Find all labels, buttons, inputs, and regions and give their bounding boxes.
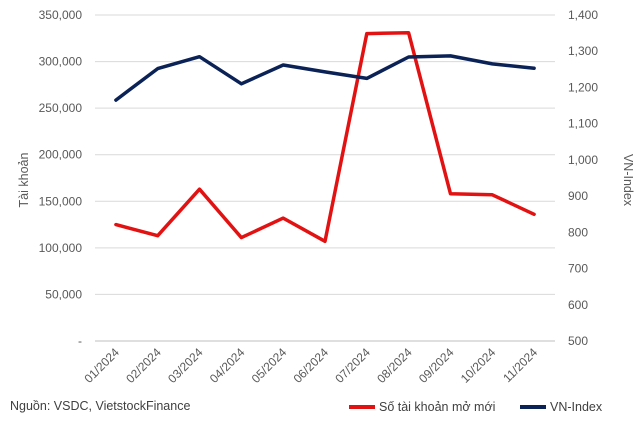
x-tick-label: 02/2024 — [123, 345, 164, 386]
x-tick-label: 04/2024 — [207, 345, 248, 386]
right-tick-label: 1,400 — [568, 8, 598, 22]
left-tick-label: 150,000 — [39, 194, 83, 208]
x-axis-ticks: 01/2024 02/2024 03/2024 04/2024 05/2024 06/20… — [81, 340, 555, 386]
right-axis-title: VN-Index — [621, 154, 635, 207]
left-tick-label: 50,000 — [45, 287, 82, 301]
right-tick-label: 600 — [568, 298, 588, 312]
left-axis-title: Tài khoản — [17, 153, 31, 208]
left-axis-ticks: - 50,000 100,000 150,000 200,000 250,000 300,0… — [39, 8, 83, 348]
series-line-accounts — [114, 30, 536, 244]
right-tick-label: 1,000 — [568, 153, 598, 167]
right-tick-label: 1,200 — [568, 80, 598, 94]
legend-item-accounts: Số tài khoản mở mới — [349, 400, 495, 414]
left-tick-label: 200,000 — [39, 148, 83, 162]
x-tick-label: 08/2024 — [374, 345, 415, 386]
right-tick-label: 700 — [568, 262, 588, 276]
right-tick-label: 900 — [568, 189, 588, 203]
legend-label-vnindex: VN-Index — [550, 400, 603, 414]
right-axis-ticks: 500 600 700 800 900 1,000 1,100 1,200 1,300 1,400 — [568, 8, 598, 348]
x-tick-label: 03/2024 — [165, 345, 206, 386]
gridlines — [95, 14, 555, 342]
right-tick-label: 1,100 — [568, 117, 598, 131]
legend-label-accounts: Số tài khoản mở mới — [379, 400, 496, 414]
left-tick-label: - — [78, 334, 82, 348]
source-note: Nguồn: VSDC, VietstockFinance — [10, 399, 191, 413]
left-tick-label: 350,000 — [39, 8, 83, 22]
x-tick-label: 01/2024 — [81, 345, 122, 386]
x-tick-label: 11/2024 — [500, 345, 540, 385]
x-tick-label: 05/2024 — [249, 345, 290, 386]
left-tick-label: 250,000 — [39, 101, 83, 115]
right-tick-label: 1,300 — [568, 44, 598, 58]
x-tick-label: 07/2024 — [332, 345, 373, 386]
legend-swatch-vnindex — [520, 405, 546, 409]
left-tick-label: 300,000 — [39, 55, 83, 69]
right-tick-label: 800 — [568, 225, 588, 239]
legend-item-vnindex: VN-Index — [520, 400, 602, 414]
x-tick-label: 09/2024 — [416, 345, 457, 386]
series-lines — [114, 30, 536, 244]
left-tick-label: 100,000 — [39, 241, 83, 255]
series-line-vnindex — [114, 54, 536, 102]
right-tick-label: 500 — [568, 334, 588, 348]
x-tick-label: 06/2024 — [291, 345, 332, 386]
legend-swatch-accounts — [349, 405, 375, 409]
x-tick-label: 10/2024 — [458, 345, 499, 386]
